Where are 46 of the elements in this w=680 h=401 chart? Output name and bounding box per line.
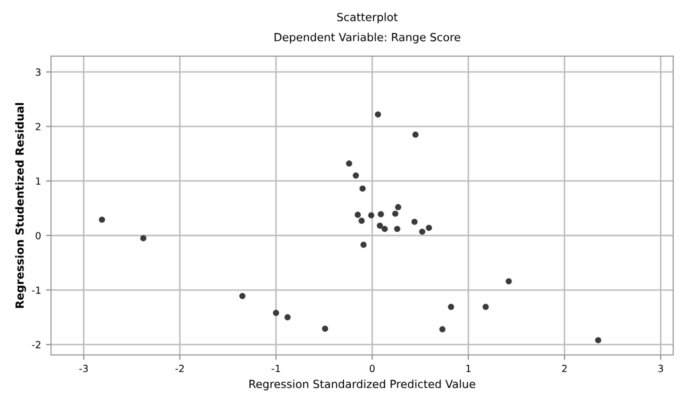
y-tick-label: -2 (32, 341, 40, 348)
point (506, 278, 512, 284)
point (392, 210, 398, 217)
point (419, 228, 426, 235)
point (382, 226, 388, 232)
y-axis-title: Regression Studentized Residual (15, 103, 26, 308)
point (426, 224, 432, 231)
point (394, 226, 400, 232)
x-axis-title: Regression Standardized Predicted Value (249, 380, 476, 390)
point (352, 172, 359, 179)
point (378, 211, 384, 218)
chart-title: Scatterplot (337, 12, 398, 24)
y-tick-label: -1 (32, 286, 40, 294)
point (359, 186, 366, 192)
point (411, 218, 418, 225)
point (360, 242, 367, 248)
point (439, 326, 446, 332)
y-tick-label: 0 (36, 232, 41, 240)
y-tick-label: 3 (36, 68, 40, 76)
point (98, 216, 106, 223)
point (374, 111, 382, 118)
point (358, 218, 365, 224)
point (448, 304, 454, 310)
x-tick-label: 3 (658, 364, 664, 372)
point (595, 337, 602, 344)
x-tick-label: 2 (562, 364, 567, 372)
point (354, 212, 361, 218)
x-tick-label: -3 (79, 364, 88, 372)
point (412, 132, 419, 138)
point (272, 310, 280, 316)
x-tick-label: 1 (466, 364, 471, 372)
point (368, 212, 374, 218)
y-tick-label: 1 (36, 178, 40, 185)
x-tick-label: -1 (272, 364, 280, 372)
point (322, 326, 328, 332)
point (140, 235, 146, 242)
x-tick-label: -2 (175, 364, 184, 372)
x-tick-label: 0 (370, 364, 375, 372)
point (284, 314, 291, 320)
point (395, 204, 402, 210)
point (346, 160, 352, 167)
point (239, 292, 246, 300)
chart-subtitle: Dependent Variable: Range Score (274, 32, 460, 44)
y-tick-label: 2 (36, 122, 40, 130)
point (376, 222, 383, 229)
point (482, 304, 489, 310)
